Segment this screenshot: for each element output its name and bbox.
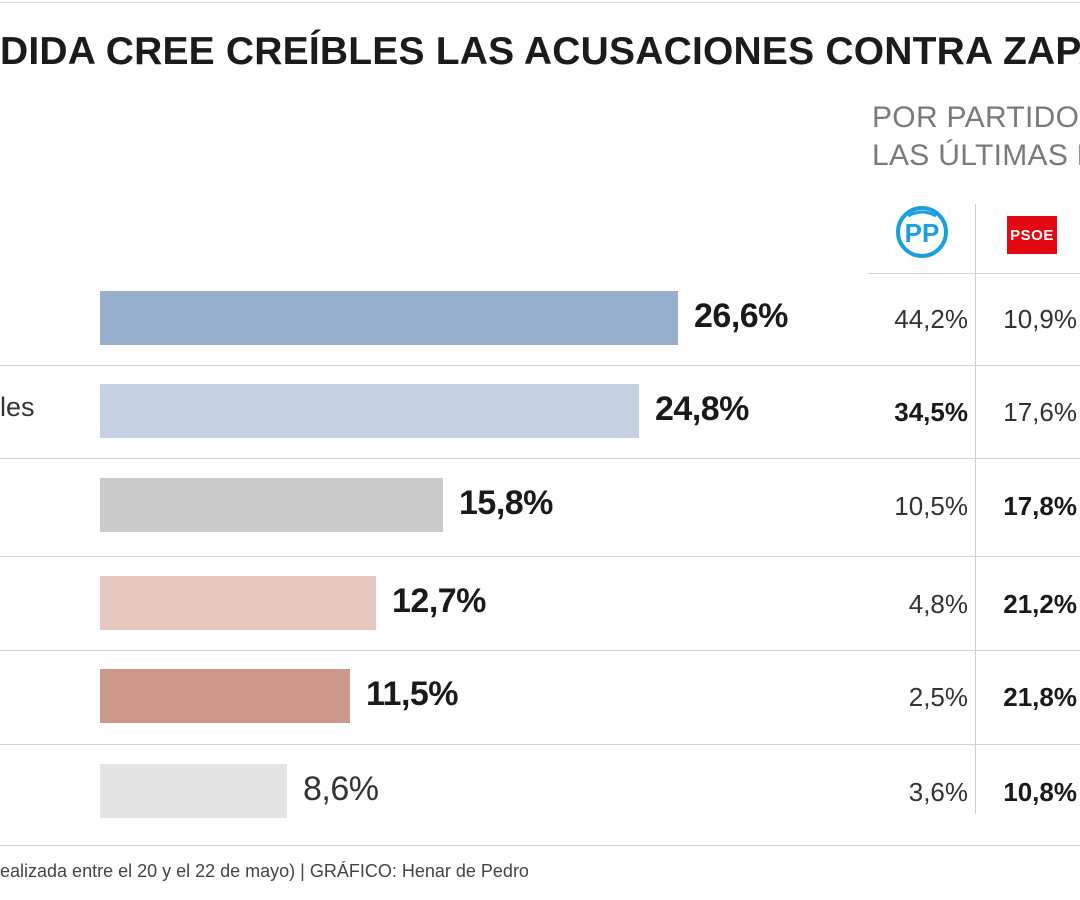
bar-value-label: 24,8%	[655, 390, 749, 428]
bar-0	[100, 291, 678, 345]
row-separator	[0, 845, 1080, 846]
row-separator	[0, 744, 1080, 745]
chart-title: DIDA CREE CREÍBLES LAS ACUSACIONES CONTR…	[0, 30, 1080, 73]
table-cell-pp: 44,2%	[894, 304, 968, 334]
row-separator	[0, 365, 1080, 366]
bar-4	[100, 669, 350, 723]
bar-value-label: 12,7%	[392, 582, 486, 620]
table-cell-psoe: 10,9%	[1003, 304, 1077, 334]
bar-1	[100, 384, 639, 438]
table-cell-psoe: 17,8%	[1003, 491, 1077, 521]
bar-value-label: 11,5%	[366, 675, 459, 713]
table-cell-pp: 3,6%	[908, 777, 968, 807]
bar-value-label: 15,8%	[459, 484, 553, 522]
table-header-separator	[868, 273, 1080, 274]
bar-value-label: 26,6%	[694, 297, 788, 335]
bar-3	[100, 576, 376, 630]
subtitle-line-2: LAS ÚLTIMAS E	[872, 139, 1080, 172]
table-cell-pp: 2,5%	[908, 682, 968, 712]
psoe-logo-icon: PSOE	[1007, 216, 1057, 254]
pp-logo-icon: PP	[896, 206, 948, 258]
row-separator	[0, 556, 1080, 557]
table-cell-pp: 34,5%	[894, 397, 968, 427]
row-separator	[0, 458, 1080, 459]
table-cell-psoe: 21,8%	[1003, 682, 1077, 712]
table-cell-psoe: 17,6%	[1003, 397, 1077, 427]
pp-logo-label: PP	[905, 218, 940, 248]
row-label: les	[0, 392, 35, 422]
table-cell-psoe: 21,2%	[1003, 589, 1077, 619]
table-column-divider	[975, 204, 976, 814]
table-cell-pp: 4,8%	[908, 589, 968, 619]
subtitle-line-1: POR PARTIDO	[872, 101, 1080, 134]
top-rule	[0, 2, 1080, 3]
table-cell-pp: 10,5%	[894, 491, 968, 521]
bar-value-label: 8,6%	[303, 770, 379, 808]
footer-credit: ealizada entre el 20 y el 22 de mayo) | …	[0, 861, 529, 881]
table-cell-psoe: 10,8%	[1003, 777, 1077, 807]
bar-5	[100, 764, 287, 818]
bar-2	[100, 478, 443, 532]
row-separator	[0, 650, 1080, 651]
